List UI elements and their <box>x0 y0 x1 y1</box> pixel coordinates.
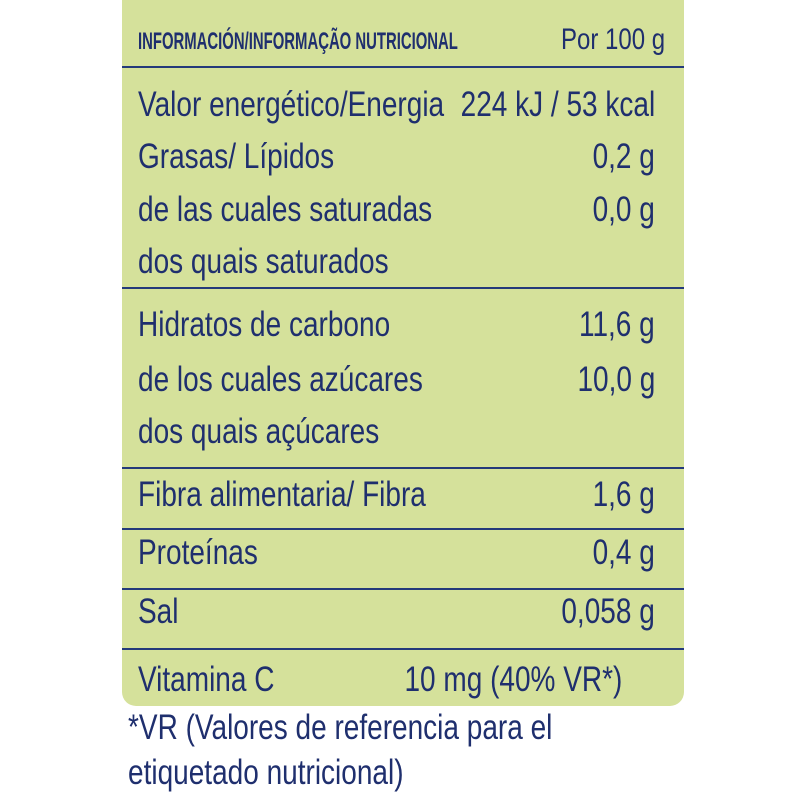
divider <box>122 467 684 469</box>
header-title: INFORMACIÓN/INFORMAÇÃO NUTRICIONAL <box>138 28 458 55</box>
header-per: Por 100 g <box>560 23 665 56</box>
row-label: Fibra alimentaria/ Fibra <box>138 475 426 514</box>
divider <box>122 528 684 530</box>
row-label: Valor energético/Energia <box>138 85 445 124</box>
row-value: 0,0 g <box>592 190 655 229</box>
row-label: de las cuales saturadas <box>138 190 433 229</box>
divider <box>122 66 684 68</box>
row-label: Sal <box>138 592 179 631</box>
row-label: dos quais saturados <box>138 242 389 281</box>
row-label: Grasas/ Lípidos <box>138 137 335 176</box>
row-value: 0,2 g <box>592 137 655 176</box>
footnote: etiquetado nutricional) <box>128 753 404 792</box>
row-value: 11,6 g <box>579 305 655 344</box>
footnote: *VR (Valores de referencia para el <box>128 708 553 747</box>
row-label: Proteínas <box>138 533 258 572</box>
row-value: 10 mg (40% VR*) <box>404 660 622 699</box>
row-label: Vitamina C <box>138 660 275 699</box>
row-value: 1,6 g <box>592 475 655 514</box>
row-value: 224 kJ / 53 kcal <box>460 85 655 124</box>
divider <box>122 287 684 289</box>
divider <box>122 648 684 650</box>
row-value: 10,0 g <box>577 360 655 399</box>
row-label: de los cuales azúcares <box>138 360 423 399</box>
row-value: 0,4 g <box>592 533 655 572</box>
row-label: Hidratos de carbono <box>138 305 391 344</box>
row-label: dos quais açúcares <box>138 412 380 451</box>
row-value: 0,058 g <box>561 592 655 631</box>
divider <box>122 588 684 590</box>
